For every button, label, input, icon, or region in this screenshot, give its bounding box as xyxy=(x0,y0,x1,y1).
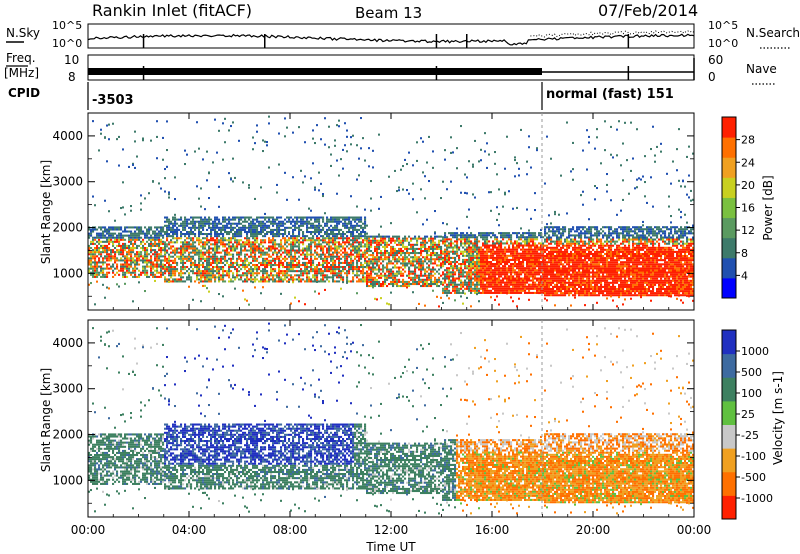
colorbar-tick-label: 1000 xyxy=(741,345,769,358)
slant-range-tick-label: 3000 xyxy=(52,382,83,396)
colorbar-swatch xyxy=(722,330,736,355)
colorbar-swatch xyxy=(722,117,736,138)
noise-sky-label: N.Sky xyxy=(6,26,40,40)
date-title: 07/Feb/2014 xyxy=(598,1,698,20)
time-tick-label: 00:00 xyxy=(71,523,106,537)
freq-unit-label: [MHz] xyxy=(4,66,39,80)
colorbar-tick-label: 24 xyxy=(741,156,755,169)
cpid-segment-1: -3503 xyxy=(92,93,134,108)
colorbar-swatch xyxy=(722,277,736,299)
colorbar-swatch xyxy=(722,377,736,402)
colorbar-swatch xyxy=(722,448,736,473)
noise-left-tick-top: 10^5 xyxy=(52,19,82,32)
slant-range-tick-label: 2000 xyxy=(52,428,83,442)
time-axis: 00:00 04:00 08:00 12:00 16:00 20:00 00:00 xyxy=(71,113,712,537)
colorbar-tick-label: 500 xyxy=(741,366,762,379)
colorbar-swatch xyxy=(722,157,736,178)
velocity-colorbar-label: Velocity [m s-1] xyxy=(771,371,785,465)
colorbar-swatch xyxy=(722,495,736,520)
velocity-panel: 1000 2000 3000 4000 Slant Range [km] 1000 50… xyxy=(39,319,785,520)
frequency-panel: Freq. [MHz] 10 8 60 0 Nave xyxy=(4,51,777,85)
slant-range-tick-label: 4000 xyxy=(52,129,83,143)
time-tick-label: 12:00 xyxy=(374,523,409,537)
colorbar-tick-label: 8 xyxy=(741,247,748,260)
colorbar-swatch xyxy=(722,177,736,198)
colorbar-tick-label: 20 xyxy=(741,179,755,192)
time-tick-label: 00:00 xyxy=(677,523,712,537)
noise-right-tick-top: 10^5 xyxy=(708,19,738,32)
nave-tick-bottom: 0 xyxy=(708,70,716,84)
time-tick-label: 04:00 xyxy=(172,523,207,537)
colorbar-tick-label: -1000 xyxy=(741,492,773,505)
slant-range-tick-label: 1000 xyxy=(52,473,83,487)
freq-tick-top: 10 xyxy=(64,53,79,67)
colorbar-swatch xyxy=(722,471,736,496)
noise-panel: N.Sky 10^5 10^0 10^5 10^0 N.Search xyxy=(6,19,800,50)
cpid-segment-2: normal (fast) 151 xyxy=(546,87,674,102)
power-panel: 1000 2000 3000 4000 Slant Range [km] 4 8 12 16… xyxy=(39,112,775,311)
colorbar-tick-label: 12 xyxy=(741,224,755,237)
power-heatmap xyxy=(88,115,695,308)
time-tick-label: 20:00 xyxy=(576,523,611,537)
cpid-label: CPID xyxy=(8,86,40,100)
slant-range-tick-label: 2000 xyxy=(52,221,83,235)
noise-left-tick-bottom: 10^0 xyxy=(52,37,82,50)
station-title: Rankin Inlet (fitACF) xyxy=(92,1,252,20)
noise-search-trace xyxy=(530,30,695,38)
power-colorbar-label: Power [dB] xyxy=(761,175,775,240)
colorbar-tick-label: 28 xyxy=(741,134,755,147)
slant-range-tick-label: 3000 xyxy=(52,175,83,189)
colorbar-swatch xyxy=(722,197,736,219)
colorbar-swatch xyxy=(722,137,736,158)
colorbar-swatch xyxy=(722,237,736,259)
power-colorbar: 4 8 12 16 20 24 28 xyxy=(721,116,755,299)
time-tick-label: 16:00 xyxy=(475,523,510,537)
freq-tick-bottom: 8 xyxy=(68,70,76,84)
cpid-panel: CPID -3503 normal (fast) 151 xyxy=(8,82,674,110)
freq-band-trace xyxy=(88,68,542,75)
noise-right-tick-bottom: 10^0 xyxy=(708,37,738,50)
nave-label: Nave xyxy=(746,62,777,76)
slant-range-tick-label: 4000 xyxy=(52,336,83,350)
colorbar-tick-label: 25 xyxy=(741,408,755,421)
colorbar-tick-label: 16 xyxy=(741,202,755,215)
colorbar-swatch xyxy=(722,424,736,449)
time-axis-label: Time UT xyxy=(365,540,416,554)
time-tick-label: 08:00 xyxy=(273,523,308,537)
colorbar-tick-label: -25 xyxy=(741,429,759,442)
velocity-heatmap xyxy=(88,322,695,515)
colorbar-swatch xyxy=(722,400,736,425)
colorbar-swatch xyxy=(722,353,736,378)
velocity-colorbar: 1000 500 100 25 -25 -100 -500 -1000 xyxy=(721,329,773,520)
slant-range-tick-label: 1000 xyxy=(52,266,83,280)
velocity-y-axis-label: Slant Range [km] xyxy=(39,368,53,472)
power-y-axis-label: Slant Range [km] xyxy=(39,160,53,264)
noise-search-label: N.Search xyxy=(746,26,800,40)
beam-title: Beam 13 xyxy=(355,4,422,22)
colorbar-tick-label: -100 xyxy=(741,450,766,463)
colorbar-tick-label: -500 xyxy=(741,471,766,484)
colorbar-tick-label: 4 xyxy=(741,269,748,282)
colorbar-tick-label: 100 xyxy=(741,387,762,400)
freq-label: Freq. xyxy=(6,51,36,65)
colorbar-swatch xyxy=(722,257,736,279)
noise-sky-trace xyxy=(87,33,695,46)
colorbar-swatch xyxy=(722,217,736,239)
nave-tick-top: 60 xyxy=(708,53,723,67)
